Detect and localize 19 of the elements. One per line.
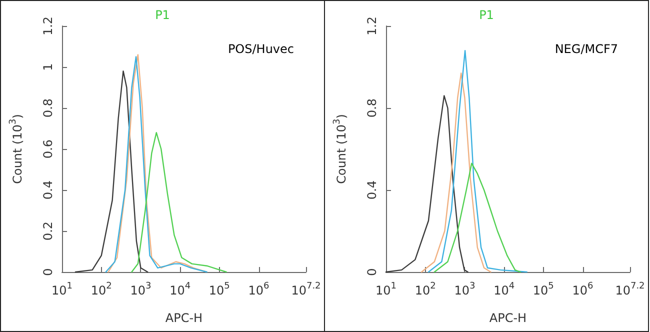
y-tick-label: 0.2 bbox=[41, 221, 55, 241]
chart-title: P1 bbox=[479, 8, 494, 22]
y-axis-title: Count (103) bbox=[8, 114, 24, 184]
annotation: POS/Huvec bbox=[228, 42, 294, 56]
y-tick-label: 0.4 bbox=[365, 180, 379, 200]
y-tick-label: 1 bbox=[41, 63, 55, 71]
y-tick-label: 1.2 bbox=[41, 16, 55, 36]
x-axis-title: APC-H bbox=[165, 311, 203, 325]
y-tick-label: 0 bbox=[365, 268, 379, 276]
chart-title: P1 bbox=[155, 8, 170, 22]
y-tick-label: 0 bbox=[41, 268, 55, 276]
y-tick-label: 0.8 bbox=[365, 98, 379, 118]
y-tick-label: 1.2 bbox=[365, 16, 379, 36]
y-tick-label: 0.6 bbox=[41, 139, 55, 159]
x-axis-title: APC-H bbox=[489, 311, 527, 325]
annotation: NEG/MCF7 bbox=[554, 42, 618, 56]
y-tick-label: 0.8 bbox=[41, 98, 55, 118]
y-axis-title: Count (103) bbox=[332, 114, 348, 184]
y-tick-label: 0.4 bbox=[41, 180, 55, 200]
